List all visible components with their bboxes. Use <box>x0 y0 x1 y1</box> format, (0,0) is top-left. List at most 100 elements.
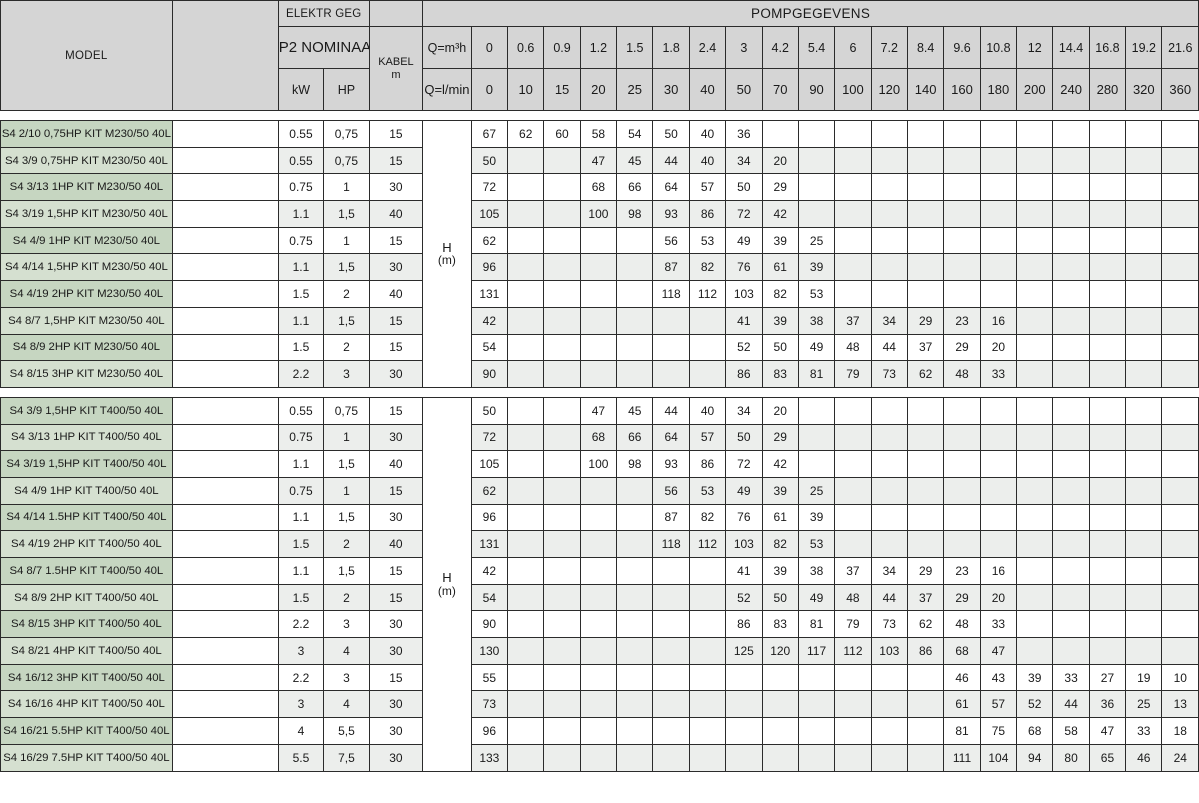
head-value: 39 <box>761 306 799 335</box>
head-value <box>761 120 799 148</box>
head-value <box>979 396 1018 425</box>
hp-value: 1,5 <box>323 200 370 228</box>
head-value <box>1052 253 1090 282</box>
head-value: 33 <box>1125 717 1163 745</box>
header-q-lmin-value: 15 <box>543 68 581 111</box>
head-value <box>688 743 727 772</box>
head-value <box>579 360 618 388</box>
head-value: 130 <box>470 637 509 665</box>
head-value <box>507 226 545 255</box>
head-value <box>1088 610 1127 639</box>
head-value: 98 <box>616 200 654 228</box>
head-value <box>1161 333 1199 362</box>
model-name: S4 8/7 1,5HP KIT M230/50 40L <box>0 306 173 335</box>
head-value <box>616 743 654 772</box>
head-value: 36 <box>1088 690 1127 719</box>
head-value <box>943 503 981 532</box>
head-value <box>688 690 727 719</box>
kw-value: 2.2 <box>277 610 325 639</box>
head-value <box>906 226 945 255</box>
head-value <box>1088 583 1127 612</box>
head-value <box>579 557 618 585</box>
head-value <box>1088 120 1127 148</box>
head-value <box>543 396 581 425</box>
spacer-cell <box>171 146 279 175</box>
kabel-value: 15 <box>368 146 424 175</box>
head-value <box>797 663 836 692</box>
head-value: 65 <box>1088 743 1127 772</box>
head-value: 39 <box>797 253 836 282</box>
header-q-lmin-value: 70 <box>761 68 799 111</box>
head-value <box>834 200 872 228</box>
head-value <box>579 280 618 308</box>
head-value <box>652 663 690 692</box>
model-name: S4 4/19 2HP KIT T400/50 40L <box>0 530 173 558</box>
spacer-cell <box>171 120 279 148</box>
hp-value: 1 <box>323 423 370 452</box>
kw-value: 0.55 <box>277 146 325 175</box>
kw-value: 1.5 <box>277 583 325 612</box>
head-value <box>1088 226 1127 255</box>
head-value <box>1052 333 1090 362</box>
head-value: 33 <box>979 360 1018 388</box>
kw-value: 0.75 <box>277 423 325 452</box>
head-value <box>543 476 581 505</box>
kw-value: 3 <box>277 690 325 719</box>
model-name: S4 8/9 2HP KIT T400/50 40L <box>0 583 173 612</box>
model-name: S4 4/9 1HP KIT M230/50 40L <box>0 226 173 255</box>
head-value <box>507 690 545 719</box>
header-q-lmin-value: 320 <box>1125 68 1163 111</box>
head-value <box>870 663 908 692</box>
spacer-cell <box>171 396 279 425</box>
head-value: 81 <box>797 610 836 639</box>
head-value <box>616 530 654 558</box>
head-value: 41 <box>725 306 763 335</box>
head-value <box>543 173 581 202</box>
head-value <box>797 120 836 148</box>
head-value <box>507 450 545 478</box>
head-value <box>1016 226 1054 255</box>
header-q-m3h-value: 8.4 <box>906 26 945 69</box>
model-name: S4 8/15 3HP KIT M230/50 40L <box>0 360 173 388</box>
header-q-lmin-label: Q=l/min <box>422 68 472 111</box>
head-value <box>652 637 690 665</box>
head-value: 72 <box>725 450 763 478</box>
head-value: 131 <box>470 530 509 558</box>
head-value <box>1125 146 1163 175</box>
head-value: 48 <box>834 333 872 362</box>
head-value <box>906 450 945 478</box>
head-value: 52 <box>725 333 763 362</box>
header-q-lmin-value: 0 <box>470 68 509 111</box>
head-value <box>543 146 581 175</box>
head-value: 58 <box>1052 717 1090 745</box>
model-name: S4 3/9 0,75HP KIT M230/50 40L <box>0 146 173 175</box>
hp-value: 2 <box>323 333 370 362</box>
separator-cell <box>0 110 1199 121</box>
header-q-m3h-value: 9.6 <box>943 26 981 69</box>
hp-value: 4 <box>323 690 370 719</box>
head-value: 42 <box>470 306 509 335</box>
head-value: 100 <box>579 200 618 228</box>
head-value <box>979 503 1018 532</box>
head-value: 112 <box>834 637 872 665</box>
head-value <box>834 396 872 425</box>
head-value <box>579 743 618 772</box>
head-value: 80 <box>1052 743 1090 772</box>
kabel-value: 15 <box>368 583 424 612</box>
head-value <box>1088 423 1127 452</box>
header-q-m3h-value: 14.4 <box>1052 26 1090 69</box>
head-value: 55 <box>470 663 509 692</box>
head-value: 50 <box>761 583 799 612</box>
head-value <box>1052 557 1090 585</box>
head-value <box>507 476 545 505</box>
head-value: 62 <box>906 360 945 388</box>
head-value <box>507 253 545 282</box>
head-value: 47 <box>1088 717 1127 745</box>
head-value <box>943 173 981 202</box>
head-value <box>1125 280 1163 308</box>
head-value: 19 <box>1125 663 1163 692</box>
head-value: 105 <box>470 200 509 228</box>
header-q-m3h-value: 21.6 <box>1161 26 1199 69</box>
head-value <box>652 360 690 388</box>
